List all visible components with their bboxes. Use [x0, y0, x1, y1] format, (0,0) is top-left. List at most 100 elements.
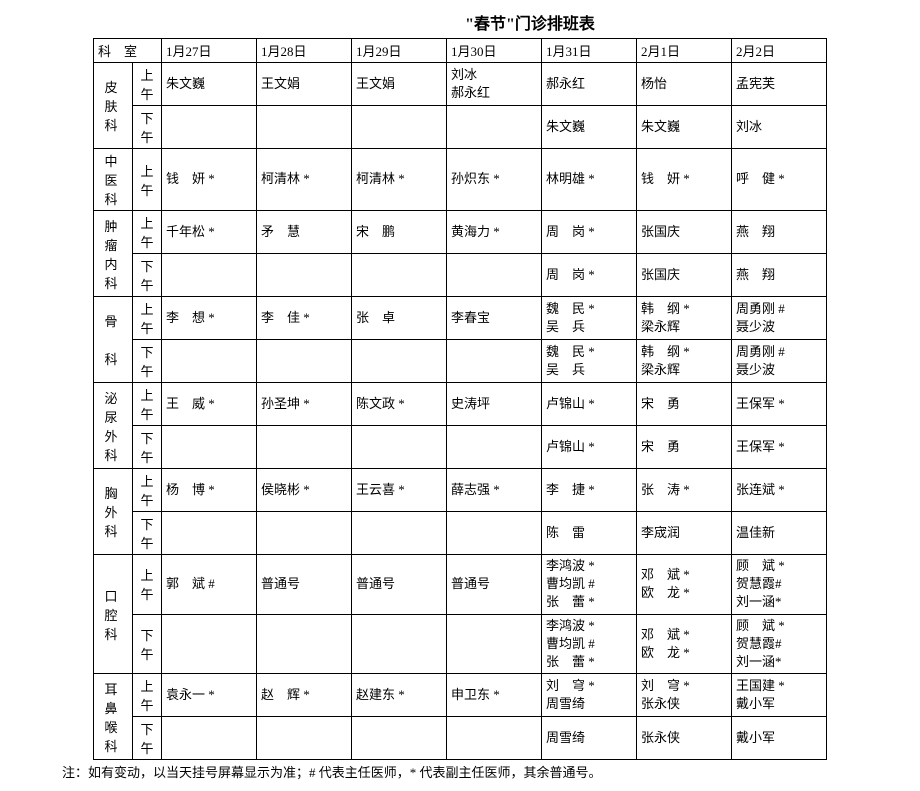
schedule-cell: 千年松 *	[162, 211, 257, 254]
dept-name: 皮肤科	[94, 63, 133, 149]
schedule-cell: 杨怡	[637, 63, 732, 106]
schedule-cell: 王保军 *	[732, 426, 827, 469]
header-date-4: 1月31日	[542, 39, 637, 63]
schedule-cell: 邓 斌 * 欧 龙 *	[637, 555, 732, 615]
time-slot: 上午	[133, 211, 162, 254]
schedule-cell	[352, 254, 447, 297]
schedule-cell: 韩 纲 * 梁永辉	[637, 340, 732, 383]
schedule-cell: 钱 妍 *	[637, 149, 732, 211]
schedule-cell: 张 卓	[352, 297, 447, 340]
time-slot: 上午	[133, 674, 162, 717]
footnote: 注：如有变动，以当天挂号屏幕显示为准；# 代表主任医师，* 代表副主任医师，其余…	[62, 762, 910, 781]
schedule-cell	[352, 106, 447, 149]
dept-name: 肿瘤内科	[94, 211, 133, 297]
schedule-cell: 孟宪芙	[732, 63, 827, 106]
schedule-cell: 张国庆	[637, 254, 732, 297]
schedule-cell: 温佳新	[732, 512, 827, 555]
table-row: 泌尿外科上午王 威 *孙圣坤 *陈文政 *史涛坪卢锦山 *宋 勇王保军 *	[94, 383, 827, 426]
schedule-cell: 郝永红	[542, 63, 637, 106]
schedule-cell: 张连斌 *	[732, 469, 827, 512]
schedule-cell	[447, 106, 542, 149]
schedule-cell: 朱文巍	[162, 63, 257, 106]
table-row: 胸外科上午杨 博 *侯晓彬 *王云喜 *薛志强 *李 捷 *张 涛 *张连斌 *	[94, 469, 827, 512]
header-date-5: 2月1日	[637, 39, 732, 63]
schedule-cell: 李宬润	[637, 512, 732, 555]
schedule-cell: 赵建东 *	[352, 674, 447, 717]
schedule-cell: 周勇刚 # 聂少波	[732, 340, 827, 383]
table-row: 下午周 岗 *张国庆燕 翔	[94, 254, 827, 297]
dept-name: 中医科	[94, 149, 133, 211]
schedule-cell: 郭 斌 #	[162, 555, 257, 615]
schedule-cell: 宋 勇	[637, 383, 732, 426]
time-slot: 下午	[133, 340, 162, 383]
schedule-cell: 王文娟	[257, 63, 352, 106]
schedule-cell: 李 佳 *	[257, 297, 352, 340]
schedule-cell: 孙炽东 *	[447, 149, 542, 211]
schedule-cell: 李鸿波 * 曹均凯 # 张 蕾 *	[542, 555, 637, 615]
table-header: 科 室 1月27日 1月28日 1月29日 1月30日 1月31日 2月1日 2…	[94, 39, 827, 63]
schedule-cell: 柯清林 *	[352, 149, 447, 211]
schedule-cell	[257, 426, 352, 469]
schedule-cell: 柯清林 *	[257, 149, 352, 211]
schedule-cell: 李春宝	[447, 297, 542, 340]
time-slot: 上午	[133, 63, 162, 106]
schedule-table: 科 室 1月27日 1月28日 1月29日 1月30日 1月31日 2月1日 2…	[93, 38, 827, 760]
dept-name: 耳鼻喉科	[94, 674, 133, 760]
schedule-cell: 侯晓彬 *	[257, 469, 352, 512]
schedule-cell: 矛 慧	[257, 211, 352, 254]
time-slot: 上午	[133, 149, 162, 211]
schedule-cell	[352, 717, 447, 760]
dept-name: 骨 科	[94, 297, 133, 383]
table-row: 下午卢锦山 *宋 勇王保军 *	[94, 426, 827, 469]
schedule-cell	[447, 254, 542, 297]
table-row: 下午周雪绮张永侠戴小军	[94, 717, 827, 760]
schedule-cell: 呼 健 *	[732, 149, 827, 211]
schedule-cell: 王国建 * 戴小军	[732, 674, 827, 717]
time-slot: 下午	[133, 717, 162, 760]
schedule-cell: 韩 纲 * 梁永辉	[637, 297, 732, 340]
schedule-cell: 燕 翔	[732, 211, 827, 254]
schedule-cell	[257, 340, 352, 383]
schedule-cell: 杨 博 *	[162, 469, 257, 512]
schedule-cell: 林明雄 *	[542, 149, 637, 211]
schedule-cell: 李鸿波 * 曹均凯 # 张 蕾 *	[542, 614, 637, 674]
schedule-cell: 钱 妍 *	[162, 149, 257, 211]
schedule-cell: 王 威 *	[162, 383, 257, 426]
table-body: 皮肤科上午朱文巍王文娟王文娟刘冰 郝永红郝永红杨怡孟宪芙下午朱文巍朱文巍刘冰中医…	[94, 63, 827, 760]
table-row: 耳鼻喉科上午袁永一 *赵 辉 *赵建东 *申卫东 *刘 穹 * 周雪绮刘 穹 *…	[94, 674, 827, 717]
schedule-cell: 朱文巍	[542, 106, 637, 149]
schedule-cell	[257, 106, 352, 149]
table-row: 口腔科上午郭 斌 #普通号普通号普通号李鸿波 * 曹均凯 # 张 蕾 *邓 斌 …	[94, 555, 827, 615]
schedule-cell	[257, 512, 352, 555]
schedule-cell	[447, 426, 542, 469]
table-row: 下午陈 雷李宬润温佳新	[94, 512, 827, 555]
schedule-cell: 魏 民 * 吴 兵	[542, 297, 637, 340]
schedule-cell	[257, 254, 352, 297]
schedule-cell	[162, 254, 257, 297]
schedule-cell: 赵 辉 *	[257, 674, 352, 717]
schedule-cell	[352, 512, 447, 555]
schedule-cell	[162, 512, 257, 555]
table-row: 下午李鸿波 * 曹均凯 # 张 蕾 *邓 斌 * 欧 龙 *顾 斌 * 贺慧霞#…	[94, 614, 827, 674]
schedule-cell: 周 岗 *	[542, 211, 637, 254]
schedule-cell	[257, 614, 352, 674]
schedule-cell: 燕 翔	[732, 254, 827, 297]
schedule-cell	[447, 717, 542, 760]
table-row: 下午朱文巍朱文巍刘冰	[94, 106, 827, 149]
schedule-cell: 朱文巍	[637, 106, 732, 149]
schedule-cell	[352, 614, 447, 674]
time-slot: 下午	[133, 254, 162, 297]
header-date-0: 1月27日	[162, 39, 257, 63]
schedule-cell: 王保军 *	[732, 383, 827, 426]
schedule-cell: 邓 斌 * 欧 龙 *	[637, 614, 732, 674]
schedule-cell: 周雪绮	[542, 717, 637, 760]
header-date-6: 2月2日	[732, 39, 827, 63]
time-slot: 上午	[133, 383, 162, 426]
schedule-cell: 魏 民 * 吴 兵	[542, 340, 637, 383]
schedule-cell	[162, 614, 257, 674]
schedule-cell: 宋 鹏	[352, 211, 447, 254]
schedule-cell: 戴小军	[732, 717, 827, 760]
schedule-cell: 普通号	[257, 555, 352, 615]
page-title: "春节"门诊排班表	[150, 10, 910, 34]
schedule-cell	[352, 426, 447, 469]
